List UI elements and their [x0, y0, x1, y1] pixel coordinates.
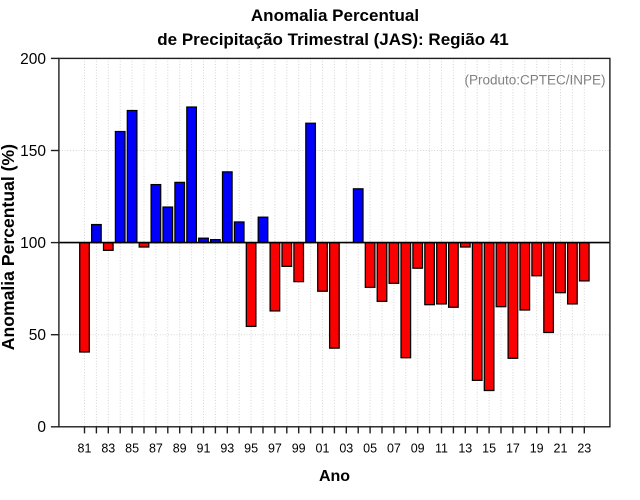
svg-text:Anomalia Percentual: Anomalia Percentual	[251, 6, 419, 25]
svg-text:15: 15	[482, 442, 496, 456]
svg-text:89: 89	[173, 442, 187, 456]
svg-text:91: 91	[197, 442, 211, 456]
svg-text:150: 150	[20, 143, 46, 160]
svg-text:21: 21	[554, 442, 568, 456]
svg-text:07: 07	[387, 442, 401, 456]
svg-text:0: 0	[37, 419, 46, 436]
svg-text:87: 87	[149, 442, 163, 456]
svg-text:01: 01	[316, 442, 330, 456]
svg-text:Ano: Ano	[319, 468, 350, 485]
svg-text:85: 85	[125, 442, 139, 456]
svg-text:81: 81	[78, 442, 92, 456]
svg-text:Anomalia Percentual (%): Anomalia Percentual (%)	[0, 144, 18, 350]
svg-text:50: 50	[29, 327, 47, 344]
svg-text:(Produto:CPTEC/INPE): (Produto:CPTEC/INPE)	[464, 73, 605, 88]
svg-text:03: 03	[339, 442, 353, 456]
svg-text:97: 97	[268, 442, 282, 456]
svg-text:05: 05	[363, 442, 377, 456]
svg-text:23: 23	[577, 442, 591, 456]
svg-text:19: 19	[530, 442, 544, 456]
svg-text:95: 95	[244, 442, 258, 456]
svg-text:83: 83	[101, 442, 115, 456]
svg-text:100: 100	[20, 235, 46, 252]
svg-text:de Precipitação Trimestral (JA: de Precipitação Trimestral (JAS): Região…	[157, 30, 508, 49]
svg-text:200: 200	[20, 51, 46, 68]
svg-text:99: 99	[292, 442, 306, 456]
svg-text:11: 11	[435, 442, 448, 456]
svg-text:93: 93	[220, 442, 234, 456]
svg-text:17: 17	[506, 442, 520, 456]
svg-text:09: 09	[411, 442, 425, 456]
svg-text:13: 13	[458, 442, 472, 456]
